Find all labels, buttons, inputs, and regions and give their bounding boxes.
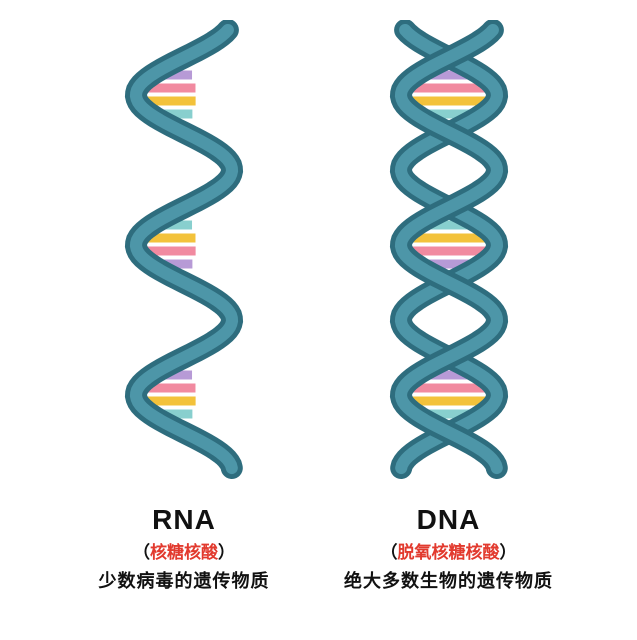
dna-helix <box>349 20 549 480</box>
diagram-root: RNA （核糖核酸） 少数病毒的遗传物质 DNA （脱氧核糖核酸） 绝大多数生物… <box>0 0 637 593</box>
dna-description: 绝大多数生物的遗传物质 <box>344 567 553 593</box>
rna-title: RNA <box>152 504 216 536</box>
rna-column: RNA （核糖核酸） 少数病毒的遗传物质 <box>84 20 284 593</box>
dna-title: DNA <box>417 504 481 536</box>
dna-subtitle-cn: 脱氧核糖核酸 <box>398 543 500 562</box>
dna-column: DNA （脱氧核糖核酸） 绝大多数生物的遗传物质 <box>344 20 553 593</box>
rna-subtitle-cn: 核糖核酸 <box>150 543 218 562</box>
rna-subtitle: （核糖核酸） <box>133 538 235 563</box>
dna-subtitle: （脱氧核糖核酸） <box>381 538 517 563</box>
rna-description: 少数病毒的遗传物质 <box>99 567 270 593</box>
rna-helix <box>84 20 284 480</box>
